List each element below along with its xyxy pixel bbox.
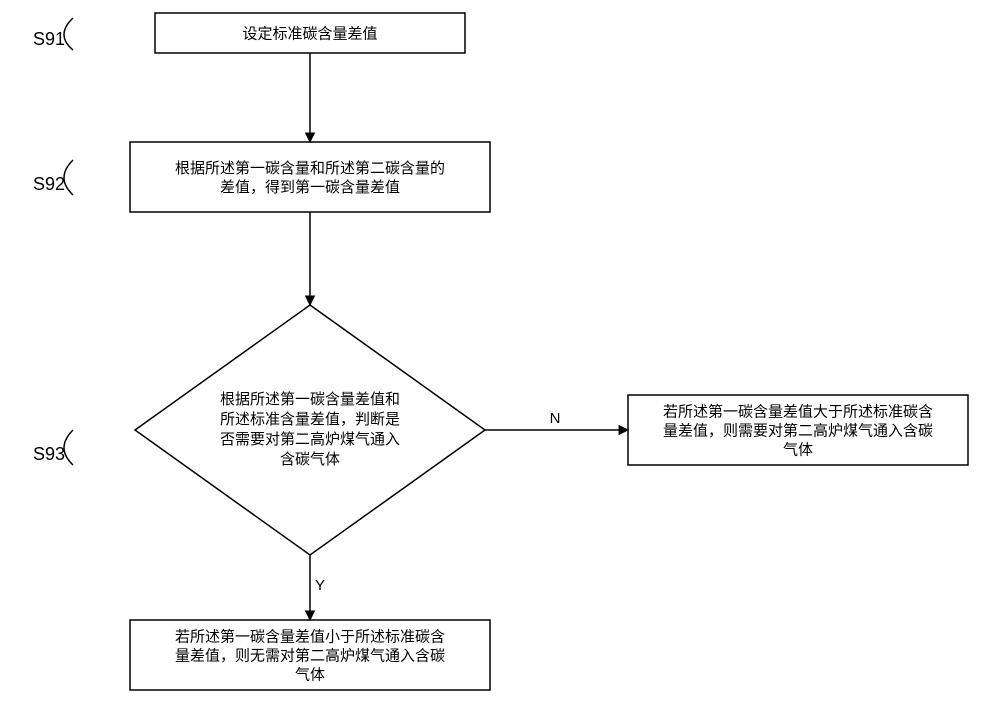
flowchart-canvas: 设定标准碳含量差值 S91 根据所述第一碳含量和所述第二碳含量的差值，得到第一碳含量… [0, 0, 1000, 725]
flowchart-box-text: 气体 [783, 442, 813, 459]
flowchart-edge-label: Y [315, 577, 325, 594]
flowchart-box-text: 若所述第一碳含量差值大于所述标准碳含 [663, 403, 933, 421]
step-label: S93 [33, 444, 65, 464]
step-label-curve [64, 18, 73, 50]
step-label-curve [64, 430, 73, 465]
step-label-curve [64, 160, 73, 195]
flowchart-box-text: 量差值，则需要对第二高炉煤气通入含碳 [663, 422, 933, 440]
flowchart-box-text: 若所述第一碳含量差值小于所述标准碳含 [175, 628, 445, 646]
flowchart-box [130, 142, 490, 212]
flowchart-box-text: 量差值，则无需对第二高炉煤气通入含碳 [175, 647, 445, 665]
step-label: S91 [33, 29, 65, 49]
flowchart-box-text: 气体 [295, 667, 325, 684]
step-label: S92 [33, 174, 65, 194]
flowchart-decision-text: 否需要对第二高炉煤气通入 [220, 430, 400, 448]
flowchart-decision-text: 根据所述第一碳含量差值和 [220, 390, 400, 408]
flowchart-edge-label: N [550, 410, 561, 427]
flowchart-box-text: 根据所述第一碳含量和所述第二碳含量的 [175, 159, 445, 177]
flowchart-box-text: 差值，得到第一碳含量差值 [220, 178, 400, 196]
flowchart-box-text: 设定标准碳含量差值 [242, 26, 377, 43]
flowchart-decision [135, 305, 485, 555]
flowchart-decision-text: 所述标准含量差值，判断是 [220, 411, 400, 428]
flowchart-decision-text: 含碳气体 [280, 451, 340, 468]
